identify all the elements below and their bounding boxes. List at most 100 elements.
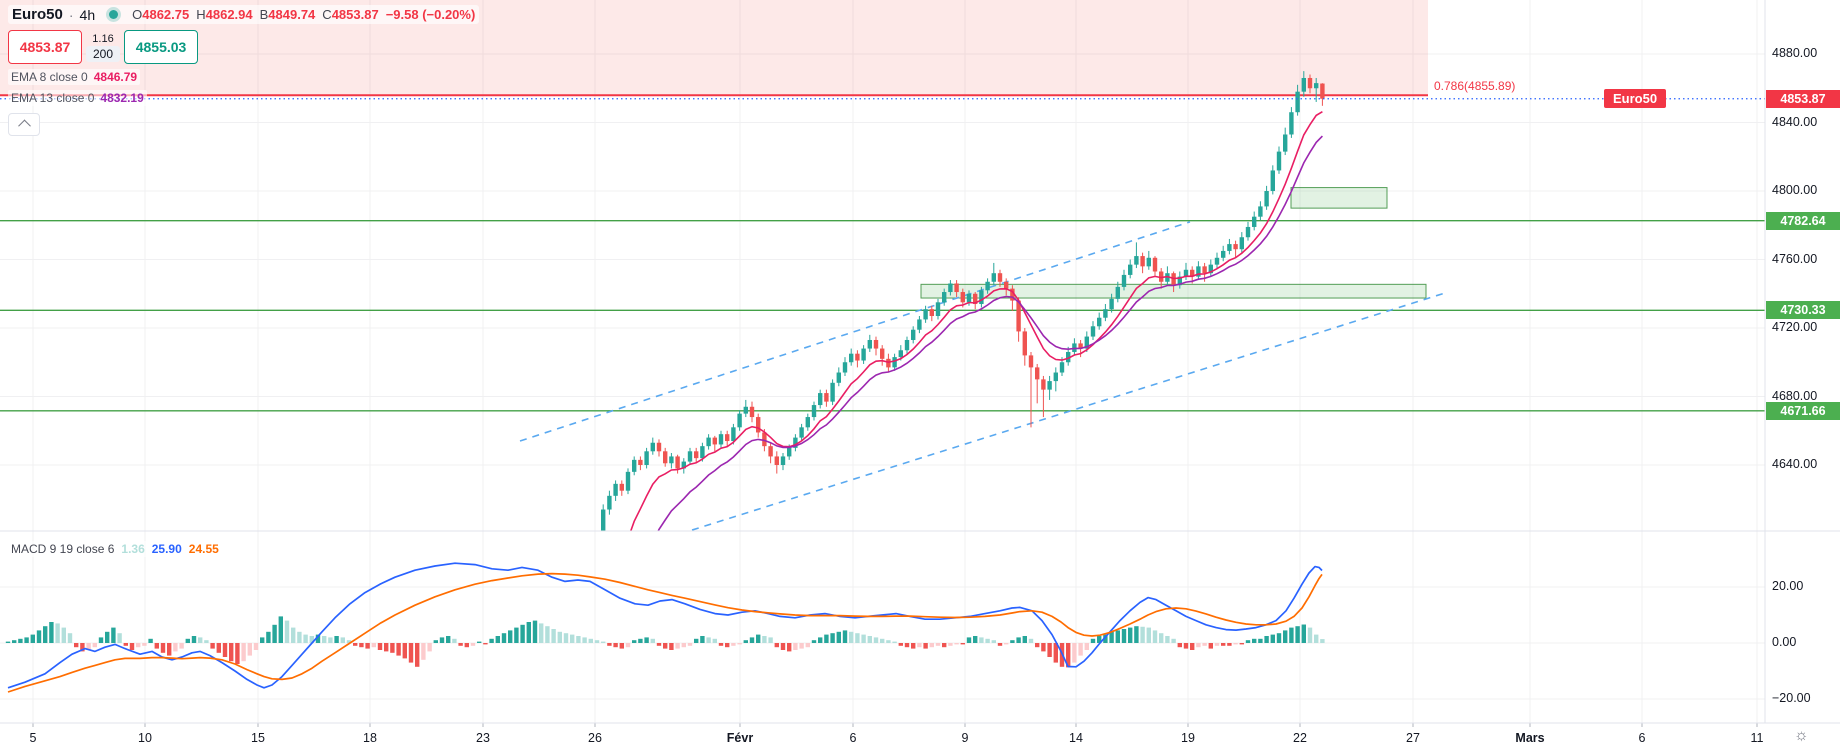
sell-button[interactable]: 4853.87	[8, 30, 82, 64]
time-label-day: 26	[588, 731, 602, 745]
macd-histogram-bar	[1010, 640, 1015, 643]
macd-histogram-bar	[1214, 643, 1220, 646]
trend-channel-line[interactable]	[691, 291, 1449, 531]
macd-legend[interactable]: MACD 9 19 close 6 1.36 25.90 24.55	[8, 541, 222, 557]
macd-tick-label: 0.00	[1772, 635, 1797, 649]
macd-histogram-bar	[1047, 643, 1052, 657]
time-label-month: Févr	[726, 731, 754, 745]
macd-histogram-bar	[1016, 637, 1021, 643]
macd-histogram-bar	[1202, 643, 1207, 646]
candle-body	[1227, 244, 1232, 251]
candle-body	[1078, 343, 1083, 349]
macd-histogram-bar	[712, 638, 717, 643]
macd-histogram-bar	[663, 643, 668, 649]
candle-body	[948, 283, 953, 293]
interval-label[interactable]: 4h	[79, 6, 96, 23]
candle-body	[793, 437, 798, 448]
macd-histogram-bar	[253, 643, 259, 650]
ema13-legend[interactable]: EMA 13 close 0 4832.19	[8, 90, 147, 106]
macd-histogram-bar	[873, 637, 879, 643]
macd-histogram-bar	[911, 643, 916, 649]
macd-layer	[5, 562, 1325, 693]
macd-histogram-bar	[1270, 634, 1275, 643]
macd-histogram-bar	[929, 643, 934, 648]
candle-body	[725, 434, 730, 442]
candle-body	[1059, 362, 1065, 373]
candle-body	[1177, 276, 1182, 286]
candle-body	[780, 456, 786, 465]
candle-body	[1314, 83, 1319, 89]
macd-histogram-bar	[495, 636, 500, 643]
macd-hist-value: 1.36	[121, 542, 145, 556]
macd-histogram-bar	[86, 643, 91, 650]
macd-histogram-bar	[67, 633, 73, 643]
collapse-legend-button[interactable]	[8, 113, 40, 136]
candle-body	[861, 348, 866, 361]
macd-histogram-bar	[439, 637, 445, 643]
macd-tick-label: 20.00	[1772, 579, 1804, 593]
macd-histogram-bar	[359, 643, 364, 648]
candle-body	[997, 273, 1003, 282]
macd-histogram-bar	[427, 643, 432, 652]
macd-histogram-bar	[353, 643, 358, 646]
lot-size-field[interactable]: 200	[86, 45, 121, 62]
market-open-icon	[109, 10, 119, 19]
macd-histogram-bar	[1041, 643, 1046, 652]
signal-line-path[interactable]	[7, 572, 1323, 693]
buy-button[interactable]: 4855.03	[124, 30, 199, 64]
macd-histogram-bar	[334, 636, 339, 643]
macd-histogram-bar	[390, 643, 395, 653]
macd-histogram-bar	[1301, 624, 1306, 643]
candle-body	[1301, 77, 1306, 92]
candle-body	[737, 413, 742, 428]
ema8-legend[interactable]: EMA 8 close 0 4846.79	[8, 69, 141, 85]
macd-histogram-bar	[508, 630, 513, 643]
fib-level-label[interactable]: 0.786(4855.89)	[1434, 79, 1516, 94]
macd-histogram-bar	[1183, 643, 1189, 649]
macd-histogram-bar	[365, 643, 370, 649]
symbol-row[interactable]: Euro50 · 4h O4862.75 H4862.94 B4849.74 C…	[8, 5, 480, 24]
macd-histogram-bar	[644, 637, 649, 643]
macd-histogram-bar	[1245, 640, 1251, 643]
ema8-line[interactable]	[603, 111, 1323, 635]
macd-histogram-bar	[1078, 643, 1083, 656]
ema13-line[interactable]	[603, 135, 1323, 733]
trend-channel-line[interactable]	[519, 221, 1191, 442]
macd-histogram-bar	[1121, 629, 1127, 643]
macd-histogram-bar	[731, 643, 736, 646]
macd-histogram-bar	[836, 631, 841, 643]
macd-histogram-bar	[167, 643, 172, 656]
macd-signal-value: 24.55	[188, 542, 219, 556]
macd-histogram-bar	[749, 637, 755, 643]
price-tick-label: 4840.00	[1772, 114, 1818, 129]
spread-value: 1.16	[92, 32, 114, 45]
candle-body	[1134, 256, 1139, 265]
candle-body	[1004, 281, 1009, 289]
candle-body	[607, 495, 612, 510]
macd-histogram-bar	[619, 643, 624, 649]
macd-histogram-bar	[1252, 638, 1257, 643]
candle-body	[762, 432, 767, 447]
symbol-title[interactable]: Euro50	[12, 6, 63, 23]
macd-tick-label: −20.00	[1772, 691, 1811, 705]
macd-histogram-bar	[278, 616, 283, 643]
macd-histogram-bar	[570, 634, 575, 643]
macd-histogram-bar	[1276, 633, 1282, 643]
macd-histogram-bar	[855, 633, 860, 643]
title-separator: ·	[68, 6, 74, 23]
sun-icon[interactable]: ☼	[1794, 727, 1809, 744]
macd-histogram-bar	[92, 643, 97, 648]
macd-histogram-bar	[1208, 643, 1213, 649]
candle-body	[1183, 269, 1189, 277]
candle-body	[1289, 112, 1294, 135]
macd-histogram-bar	[36, 630, 42, 643]
macd-line-path[interactable]	[7, 562, 1323, 689]
symbol-price-flag: Euro50	[1604, 88, 1667, 108]
macd-histogram-bar	[1053, 643, 1058, 663]
macd-histogram-bar	[613, 643, 618, 648]
candle-body	[1214, 257, 1220, 265]
macd-histogram-bar	[1159, 633, 1164, 643]
green-zone-box[interactable]	[1290, 187, 1388, 209]
macd-histogram-bar	[384, 643, 389, 652]
candle-body	[1053, 372, 1058, 382]
